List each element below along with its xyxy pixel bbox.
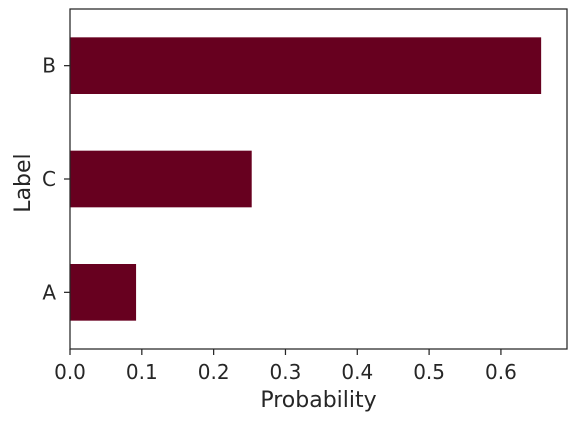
x-tick-label: 0.4 bbox=[341, 360, 373, 384]
x-axis: 0.0 0.1 0.2 0.3 0.4 0.5 0.6 bbox=[54, 349, 517, 384]
x-tick-label: 0.0 bbox=[54, 360, 86, 384]
x-axis-title: Probability bbox=[260, 388, 376, 413]
y-tick-label-a: A bbox=[42, 280, 56, 304]
bar-a bbox=[70, 264, 137, 321]
bar-c bbox=[70, 150, 252, 208]
x-tick-label: 0.2 bbox=[198, 360, 230, 384]
y-axis-title: Label bbox=[11, 153, 36, 212]
bars-layer bbox=[70, 37, 542, 321]
x-tick-label: 0.6 bbox=[485, 360, 517, 384]
y-tick-label-c: C bbox=[42, 167, 56, 191]
x-tick-label: 0.1 bbox=[126, 360, 158, 384]
y-axis: A C B bbox=[42, 54, 70, 304]
y-tick-label-b: B bbox=[42, 54, 56, 78]
bar-b bbox=[70, 37, 542, 94]
x-tick-label: 0.5 bbox=[413, 360, 445, 384]
x-tick-label: 0.3 bbox=[270, 360, 302, 384]
